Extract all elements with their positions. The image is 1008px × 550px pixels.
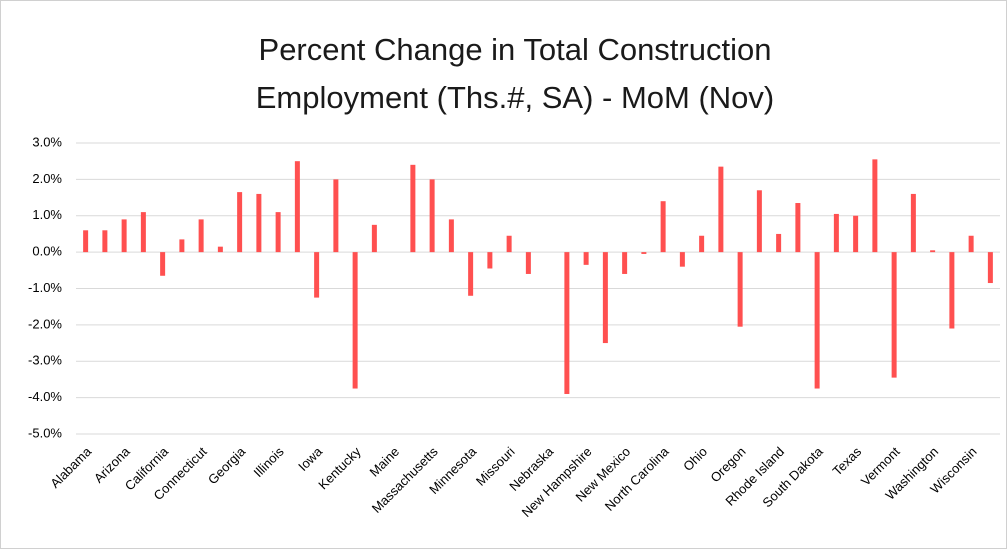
bar xyxy=(160,252,166,276)
bar xyxy=(371,224,377,253)
bar xyxy=(622,252,628,274)
bar xyxy=(506,235,512,253)
bar xyxy=(756,190,762,253)
bar xyxy=(737,252,743,327)
y-tick-label: 3.0% xyxy=(32,134,62,149)
bar xyxy=(987,252,993,284)
bar xyxy=(910,193,916,253)
bar xyxy=(140,212,146,253)
y-tick-label: 2.0% xyxy=(32,171,62,186)
bar xyxy=(83,230,89,253)
bar xyxy=(429,179,435,253)
bar xyxy=(314,252,320,298)
bar xyxy=(525,252,531,274)
bar xyxy=(891,252,897,378)
chart-title: Percent Change in Total Construction xyxy=(259,32,772,67)
bar xyxy=(833,213,839,253)
bar xyxy=(468,252,474,296)
bar xyxy=(333,179,339,253)
bar xyxy=(121,219,127,253)
bar xyxy=(275,212,281,253)
bar xyxy=(294,161,300,253)
chart-title: Employment (Ths.#, SA) - MoM (Nov) xyxy=(256,80,774,115)
bar xyxy=(699,235,705,253)
bar xyxy=(872,159,878,253)
bar xyxy=(352,252,358,389)
y-tick-label: -2.0% xyxy=(28,316,62,331)
bar xyxy=(930,250,936,253)
bar xyxy=(198,219,204,253)
bar xyxy=(448,219,454,253)
bar xyxy=(237,192,243,253)
bar xyxy=(583,252,589,265)
bar xyxy=(410,164,416,253)
y-tick-label: -5.0% xyxy=(28,425,62,440)
bar xyxy=(256,193,262,253)
y-tick-label: -3.0% xyxy=(28,353,62,368)
bar xyxy=(487,252,493,269)
y-tick-label: -4.0% xyxy=(28,389,62,404)
bar xyxy=(641,252,647,254)
bar xyxy=(179,239,185,253)
bar xyxy=(679,252,685,267)
bar xyxy=(718,166,724,253)
bar xyxy=(949,252,955,329)
bar xyxy=(660,201,666,253)
y-tick-label: -1.0% xyxy=(28,280,62,295)
bar xyxy=(814,252,820,389)
bar xyxy=(102,230,108,253)
bar xyxy=(968,235,974,253)
y-tick-label: 1.0% xyxy=(32,207,62,222)
bar xyxy=(564,252,570,394)
bar xyxy=(217,246,223,253)
bar xyxy=(795,203,801,253)
bar xyxy=(853,215,859,253)
bar xyxy=(602,252,608,344)
bar xyxy=(776,233,782,253)
y-tick-label: 0.0% xyxy=(32,244,62,259)
